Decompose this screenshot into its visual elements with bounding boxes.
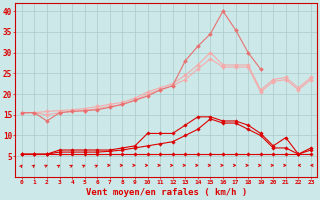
X-axis label: Vent moyen/en rafales ( km/h ): Vent moyen/en rafales ( km/h ) [86, 188, 247, 197]
